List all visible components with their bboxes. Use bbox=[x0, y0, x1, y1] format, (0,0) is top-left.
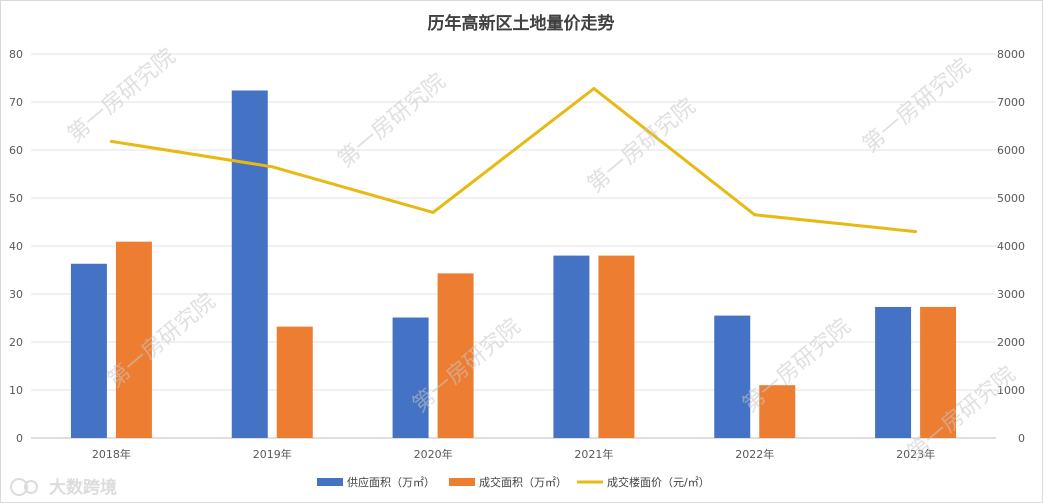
y-axis-left: 0 10 20 30 40 50 60 70 80 bbox=[9, 48, 23, 445]
y-right-tick-label: 2000 bbox=[997, 336, 1025, 349]
logo-icon-ring bbox=[24, 480, 38, 494]
line-point bbox=[270, 165, 274, 169]
y-axis-right: 0 1000 2000 3000 4000 5000 6000 7000 8000 bbox=[997, 48, 1025, 445]
line-point bbox=[431, 210, 435, 214]
gridlines bbox=[31, 53, 996, 439]
line-series-price bbox=[111, 87, 916, 234]
legend-label: 成交楼面价（元/㎡） bbox=[607, 475, 710, 489]
y-left-tick-label: 70 bbox=[9, 96, 23, 109]
y-left-tick-label: 0 bbox=[16, 432, 23, 445]
line-point bbox=[914, 230, 918, 234]
watermark: 第一房研究院 bbox=[63, 44, 180, 148]
bar-deal-2 bbox=[437, 273, 474, 438]
line-point bbox=[109, 139, 113, 143]
watermark: 第一房研究院 bbox=[858, 54, 975, 158]
y-right-tick-label: 5000 bbox=[997, 192, 1025, 205]
watermark: 第一房研究院 bbox=[583, 94, 700, 198]
y-left-tick-label: 40 bbox=[9, 240, 23, 253]
bar-deal-3 bbox=[598, 255, 635, 438]
bar-supply-5 bbox=[875, 306, 912, 438]
line-point bbox=[753, 213, 757, 217]
x-tick-label: 2020年 bbox=[414, 447, 453, 461]
x-tick-label: 2018年 bbox=[92, 447, 131, 461]
x-axis: 2018年 2019年 2020年 2021年 2022年 2023年 bbox=[92, 447, 935, 461]
watermark: 第一房研究院 bbox=[333, 69, 450, 173]
bar-supply-3 bbox=[553, 255, 590, 438]
bar-deal-4 bbox=[759, 385, 796, 438]
logo-text: 大数跨境 bbox=[49, 477, 117, 498]
bar-supply-2 bbox=[392, 317, 429, 438]
x-tick-label: 2022年 bbox=[735, 447, 774, 461]
y-right-tick-label: 7000 bbox=[997, 96, 1025, 109]
x-tick-label: 2023年 bbox=[896, 447, 935, 461]
legend-swatch bbox=[317, 478, 343, 486]
x-tick-label: 2021年 bbox=[574, 447, 613, 461]
y-left-tick-label: 10 bbox=[9, 384, 23, 397]
y-right-tick-label: 3000 bbox=[997, 288, 1025, 301]
logo: 大数跨境 bbox=[10, 477, 117, 498]
legend-label: 供应面积（万㎡） bbox=[347, 475, 435, 489]
bar-supply-4 bbox=[714, 315, 751, 438]
legend-swatch bbox=[449, 478, 475, 486]
y-left-tick-label: 60 bbox=[9, 144, 23, 157]
bars bbox=[70, 90, 957, 438]
watermark: 第一房研究院 bbox=[738, 314, 855, 418]
y-right-tick-label: 4000 bbox=[997, 240, 1025, 253]
price-line bbox=[109, 87, 918, 234]
y-left-tick-label: 30 bbox=[9, 288, 23, 301]
y-right-tick-label: 1000 bbox=[997, 384, 1025, 397]
logo-icon bbox=[10, 478, 28, 496]
x-tick-label: 2019年 bbox=[253, 447, 292, 461]
bar-deal-0 bbox=[115, 241, 152, 438]
chart-title: 历年高新区土地量价走势 bbox=[428, 13, 615, 34]
bar-supply-1 bbox=[231, 90, 268, 438]
y-left-tick-label: 80 bbox=[9, 48, 23, 61]
bar-supply-0 bbox=[70, 263, 107, 438]
y-left-tick-label: 50 bbox=[9, 192, 23, 205]
legend-label: 成交面积（万㎡） bbox=[479, 475, 567, 489]
y-right-tick-label: 0 bbox=[1018, 432, 1025, 445]
line-point bbox=[592, 87, 596, 91]
y-left-tick-label: 20 bbox=[9, 336, 23, 349]
legend: 供应面积（万㎡） 成交面积（万㎡） 成交楼面价（元/㎡） bbox=[317, 475, 710, 489]
y-right-tick-label: 8000 bbox=[997, 48, 1025, 61]
bar-deal-5 bbox=[920, 306, 957, 438]
y-right-tick-label: 6000 bbox=[997, 144, 1025, 157]
bar-deal-1 bbox=[276, 326, 313, 438]
